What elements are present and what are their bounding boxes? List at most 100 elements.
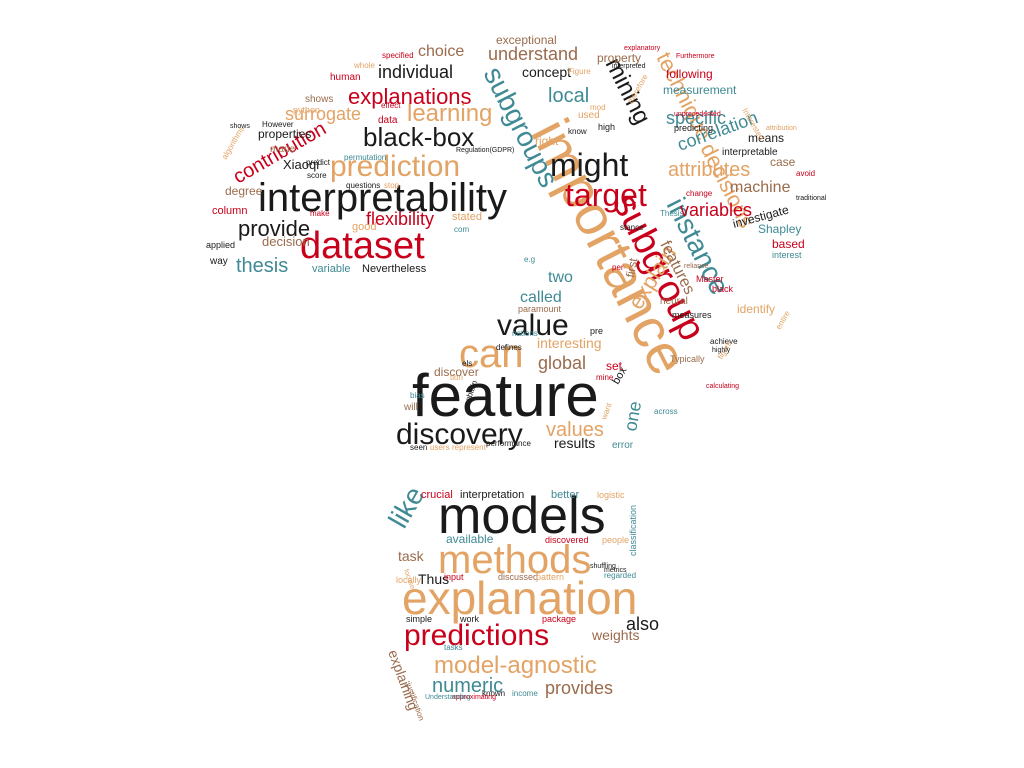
word-properties: properties	[258, 127, 311, 141]
word-models: models	[438, 487, 606, 545]
word-simple: simple	[406, 614, 432, 624]
word-flexibility: flexibility	[366, 209, 434, 229]
word-identify: identify	[737, 302, 775, 316]
word-interpretable: interpretable	[722, 147, 778, 158]
word-work: work	[459, 614, 480, 624]
word-task: task	[398, 548, 425, 564]
word-values: values	[546, 419, 604, 441]
word-learning: learning	[407, 100, 492, 127]
word-way: way	[209, 256, 228, 267]
word-discover: discover	[434, 365, 479, 379]
word-shows2: shows	[230, 123, 250, 130]
word-data: data	[378, 115, 398, 126]
word-neural: neural	[660, 296, 688, 307]
word-applied: applied	[206, 240, 235, 250]
word-choice: choice	[418, 43, 464, 60]
word-measurement: measurement	[663, 83, 737, 97]
word-permutation: permutation	[344, 153, 386, 162]
word-degree: degree	[225, 184, 263, 198]
word-explanations: explanations	[348, 84, 472, 109]
word-global: global	[538, 353, 586, 373]
word-input: input	[444, 572, 464, 582]
word-discussed: discussed	[498, 572, 538, 582]
word-good: good	[352, 221, 376, 233]
word-discovery: discovery	[396, 418, 523, 451]
word-made: made	[270, 144, 295, 155]
word-nations: nations	[512, 329, 538, 338]
word-surrogate: surrogate	[285, 104, 361, 124]
word-represent: represent	[452, 443, 487, 452]
word-classification: classification	[628, 505, 638, 556]
word-means: means	[748, 131, 784, 145]
word-seen: seen	[410, 443, 427, 452]
word-results: results	[554, 435, 595, 451]
word-defines: defines	[496, 343, 522, 352]
word-interpreted: interpreted	[612, 63, 646, 70]
word-stance: stance	[620, 223, 644, 232]
word-better: better	[551, 489, 579, 501]
word-prediction: prediction	[330, 150, 460, 183]
word-interest: interest	[772, 250, 802, 260]
word-users: users	[430, 443, 450, 452]
word-provides: provides	[545, 678, 613, 698]
word-explanation: explanation	[402, 572, 637, 624]
word-provide: provide	[238, 216, 310, 241]
word-typically: Typically	[670, 354, 705, 364]
word-discovered: discovered	[545, 535, 589, 545]
word-attributes: attributes	[668, 159, 750, 181]
word-questions: questions	[346, 181, 380, 190]
word-stated: stated	[452, 211, 482, 223]
word-interpretability: interpretability	[258, 176, 507, 220]
word-methods: methods	[438, 538, 591, 582]
word-performance: performance	[486, 439, 531, 448]
word-explanatory: explanatory	[624, 45, 661, 52]
word-called: called	[520, 289, 562, 306]
word-traditional: traditional	[796, 195, 827, 202]
word-understand: understand	[488, 44, 578, 64]
word-thesis: Thesis	[660, 209, 684, 218]
word-calculating: calculating	[706, 383, 739, 390]
word-also: also	[626, 614, 659, 634]
word-approximating: approximating	[452, 694, 496, 701]
word-column: column	[212, 205, 247, 217]
word-specific: specific	[666, 108, 726, 128]
word-target: target	[565, 177, 647, 213]
word-understanding: Understanding	[425, 694, 471, 701]
word-error: error	[612, 440, 634, 451]
word-stop: stop	[384, 181, 400, 190]
word-com: com	[454, 225, 469, 234]
word-based: based	[772, 237, 805, 251]
word-following: following	[666, 67, 713, 81]
word-case: case	[770, 155, 796, 169]
word-effect: effect	[381, 101, 401, 110]
word-pattern: pattern	[536, 572, 564, 582]
word-two: two	[548, 269, 573, 286]
word-reliance: reliance	[684, 263, 709, 270]
word-achieve: achieve	[710, 337, 738, 346]
word-across: across	[654, 407, 678, 416]
word-mod: mod	[590, 103, 606, 112]
word-want: want	[599, 401, 614, 422]
word-python: python	[293, 105, 320, 115]
word-income: income	[512, 689, 538, 698]
word-machine: machine	[730, 179, 791, 196]
word-xiaoqi: Xiaoqi	[283, 157, 319, 172]
word-els: els	[462, 359, 472, 368]
word-package: package	[542, 614, 576, 624]
word-master: Master	[696, 274, 724, 284]
word-algorithms: algorithms	[220, 125, 246, 161]
word-one: one	[620, 400, 645, 433]
word-shapley: Shapley	[758, 222, 801, 236]
word-decision: decision	[262, 234, 310, 249]
word-paramount: paramount	[518, 304, 562, 314]
word-value: value	[497, 309, 569, 342]
word-tion: tion	[450, 373, 463, 382]
word-measures: measures	[672, 310, 712, 320]
word-interesting: interesting	[537, 335, 602, 351]
word-property: property	[597, 51, 641, 65]
word-might: might	[550, 147, 628, 183]
word-logistic: logistic	[597, 490, 625, 500]
word-set: set	[606, 359, 623, 373]
word-change: change	[686, 189, 713, 198]
